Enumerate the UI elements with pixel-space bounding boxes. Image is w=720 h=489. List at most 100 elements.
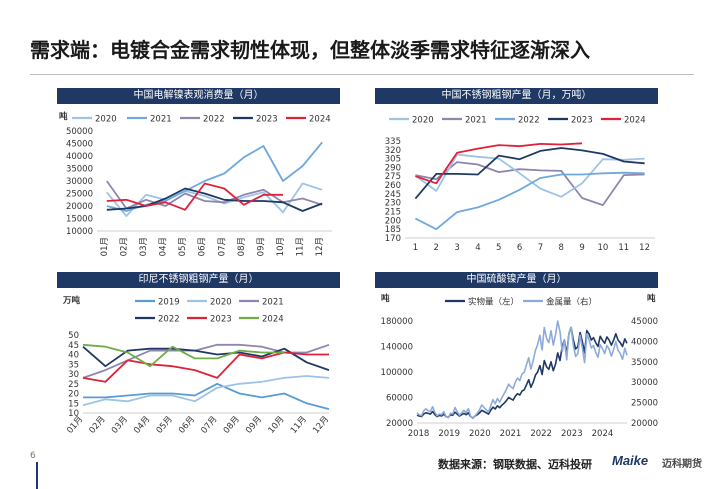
y-tick-label-left: 100000 [381,368,413,378]
y-tick-label: 10000 [66,227,93,237]
x-tick-label: 11 [618,243,629,253]
series-line-2024 [82,343,285,368]
y-tick-label: 230 [385,199,401,209]
chart-panel-nickel-sulfate: 中国硫酸镍产量（月） 吨 吨 实物量（左） 金属量（右） 20000 60000 10000… [375,272,658,448]
x-tick-label: 2019 [438,429,460,439]
x-tick-label: 9 [579,243,584,253]
x-tick-label: 05月 [155,415,175,436]
y-tick-label: 185 [385,225,401,235]
x-tick-label: 10 [598,243,609,253]
x-tick-label: 03月 [110,415,130,436]
y-axis-unit-right: 吨 [647,293,656,304]
x-tick-label: 1 [413,243,418,253]
x-tick-label: 06月 [198,237,208,256]
legend-label: 2020 [412,116,434,126]
x-tick-label: 2021 [500,429,522,439]
y-tick-label: 40 [68,351,79,361]
y-tick-label: 10 [68,409,79,419]
x-tick-label: 7 [538,243,543,253]
x-tick-label: 04月 [159,237,169,256]
series-line-physical [416,326,628,419]
y-tick-label-left: 20000 [386,419,413,429]
y-axis-unit: 吨 [59,111,68,122]
x-tick-label: 07月 [217,237,227,256]
series-line-2022 [415,161,645,206]
y-axis-unit: 万吨 [62,295,81,306]
x-tick-label: 02月 [119,237,129,256]
x-tick-label: 01月 [100,237,110,256]
y-tick-label: 320 [385,146,401,156]
y-tick-label-right: 35000 [631,358,658,368]
chart-title: 印尼不锈钢粗钢产量（月） [57,272,340,288]
chart-title: 中国不锈钢粗钢产量（月，万吨） [375,88,658,104]
series-line-2020 [82,375,330,407]
y-tick-label: 200 [385,216,401,226]
left-margin [0,0,8,489]
chart-title: 中国电解镍表观消费量（月） [57,88,340,104]
y-tick-label-left: 140000 [381,343,413,353]
x-tick-label: 12月 [315,237,325,256]
x-tick-label: 09月 [256,237,266,256]
y-tick-label: 20000 [66,202,93,212]
x-tick-label: 12月 [311,415,331,436]
y-tick-label: 25000 [66,190,93,200]
y-tick-label: 335 [385,137,401,147]
legend-label: 2023 [256,115,278,125]
legend-label: 2022 [518,116,540,126]
series-line-2023 [82,351,329,383]
logo-company-name: 迈科期货 [662,459,702,470]
y-tick-label: 25 [68,380,79,390]
series-line-2022 [106,180,323,210]
y-tick-label: 260 [385,181,401,191]
chart-nickel-consumption: 2020 2021 2022 2023 2024 吨 10000 15000 20000 2500… [59,111,332,256]
y-tick-label: 245 [385,190,401,200]
legend-label: 2024 [262,315,284,325]
y-tick-label: 15000 [66,215,93,225]
legend-label: 2021 [465,116,487,126]
x-tick-label: 03月 [139,237,149,256]
legend-label: 2022 [203,115,225,125]
x-tick-label: 02月 [88,415,108,436]
series-line-2019 [83,382,330,410]
x-tick-label: 6 [517,243,522,253]
company-logo: Maike 迈科期货 [612,453,708,471]
x-tick-label: 4 [475,243,480,253]
x-tick-label: 2022 [530,429,552,439]
legend-label: 2019 [158,298,180,308]
x-tick-label: 2024 [592,429,614,439]
chart-china-stainless: 2020 2021 2022 2023 202417018520021523024526… [385,116,655,253]
series-line-2024 [106,182,283,211]
y-tick-label-right: 20000 [631,419,658,429]
page-title: 需求端：电镀合金需求韧性体现，但整体淡季需求特征逐渐深入 [30,38,590,62]
y-tick-label: 305 [385,155,401,165]
logo-wordmark: Maike [612,453,649,468]
legend-label: 2021 [262,298,284,308]
chart-indonesia-stainless: 2019 2020 2021 2022 2023 2024 万吨 10152025303540… [62,295,331,436]
series-line-2020 [106,182,323,217]
y-tick-label: 50 [68,331,79,341]
legend-label: 实物量（左） [468,297,519,308]
x-tick-label: 2 [434,243,439,253]
x-tick-label: 09月 [244,415,264,436]
y-tick-label: 215 [385,208,401,218]
legend-label: 2024 [309,115,331,125]
y-tick-label: 30000 [66,177,93,187]
x-tick-label: 10月 [276,237,286,256]
x-tick-label: 5 [496,243,501,253]
x-tick-label: 2020 [469,429,491,439]
chart-nickel-sulfate: 吨 吨 实物量（左） 金属量（右） 20000 60000 100000 140000 1800… [381,293,658,439]
legend-label: 2020 [95,115,117,125]
title-divider [30,74,694,75]
page-number-accent [36,462,38,489]
y-tick-label: 170 [385,234,401,244]
series-line-metal [416,320,628,420]
y-tick-label: 35000 [66,165,93,175]
legend-label: 2020 [210,298,232,308]
y-tick-label-right: 25000 [631,399,658,409]
chart-panel-nickel-consumption: 中国电解镍表观消费量（月） 2020 2021 2022 2023 2024 吨 10000… [57,88,340,264]
series-line-2021 [414,171,645,231]
y-tick-label: 45000 [66,140,93,150]
legend-label: 2022 [158,315,180,325]
y-tick-label: 40000 [66,152,93,162]
